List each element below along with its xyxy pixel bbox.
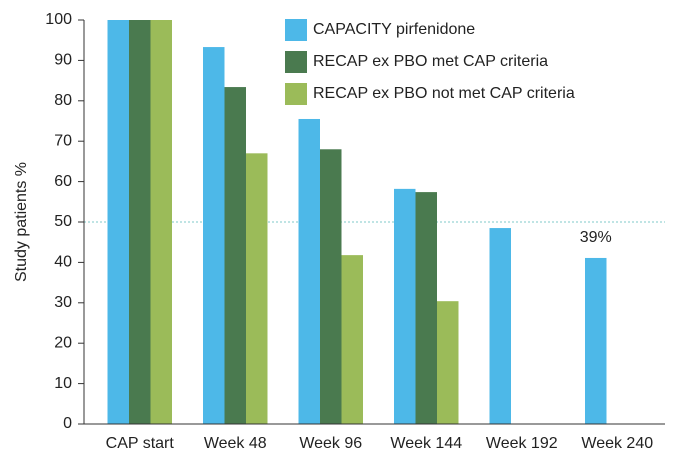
y-tick-label: 90: [54, 52, 72, 69]
x-tick-label: Week 240: [581, 435, 653, 452]
bar: [585, 257, 607, 424]
y-axis-label: Study patients %: [13, 162, 30, 282]
bar: [203, 47, 225, 425]
y-tick-label: 50: [54, 213, 72, 230]
x-tick-label: Week 144: [390, 435, 462, 452]
x-tick-label: Week 48: [204, 435, 267, 452]
legend-label: CAPACITY pirfenidone: [313, 21, 475, 38]
bar: [129, 20, 151, 424]
y-tick-label: 20: [54, 334, 72, 351]
bar: [394, 188, 416, 424]
bar: [489, 228, 511, 424]
bar: [341, 255, 363, 424]
x-tick-label: Week 192: [486, 435, 558, 452]
bar: [107, 20, 129, 424]
bar: [224, 87, 246, 425]
y-tick-label: 10: [54, 375, 72, 392]
legend-swatch: [285, 83, 307, 105]
bar: [246, 153, 268, 424]
bar: [150, 20, 172, 424]
y-tick-label: 40: [54, 254, 72, 271]
x-tick-label: CAP start: [106, 435, 175, 452]
bar: [437, 301, 459, 424]
y-tick-label: 0: [63, 415, 72, 432]
bar: [415, 192, 437, 424]
legend-label: RECAP ex PBO met CAP criteria: [313, 53, 548, 70]
y-tick-label: 100: [45, 11, 72, 28]
y-tick-label: 30: [54, 294, 72, 311]
x-tick-label: Week 96: [299, 435, 362, 452]
bar: [298, 118, 320, 424]
y-tick-label: 80: [54, 92, 72, 109]
legend-swatch: [285, 19, 307, 41]
bar: [320, 149, 342, 424]
annotation: 39%: [580, 229, 612, 246]
y-tick-label: 60: [54, 173, 72, 190]
legend-label: RECAP ex PBO not met CAP criteria: [313, 85, 575, 102]
y-tick-label: 70: [54, 132, 72, 149]
legend-swatch: [285, 51, 307, 73]
